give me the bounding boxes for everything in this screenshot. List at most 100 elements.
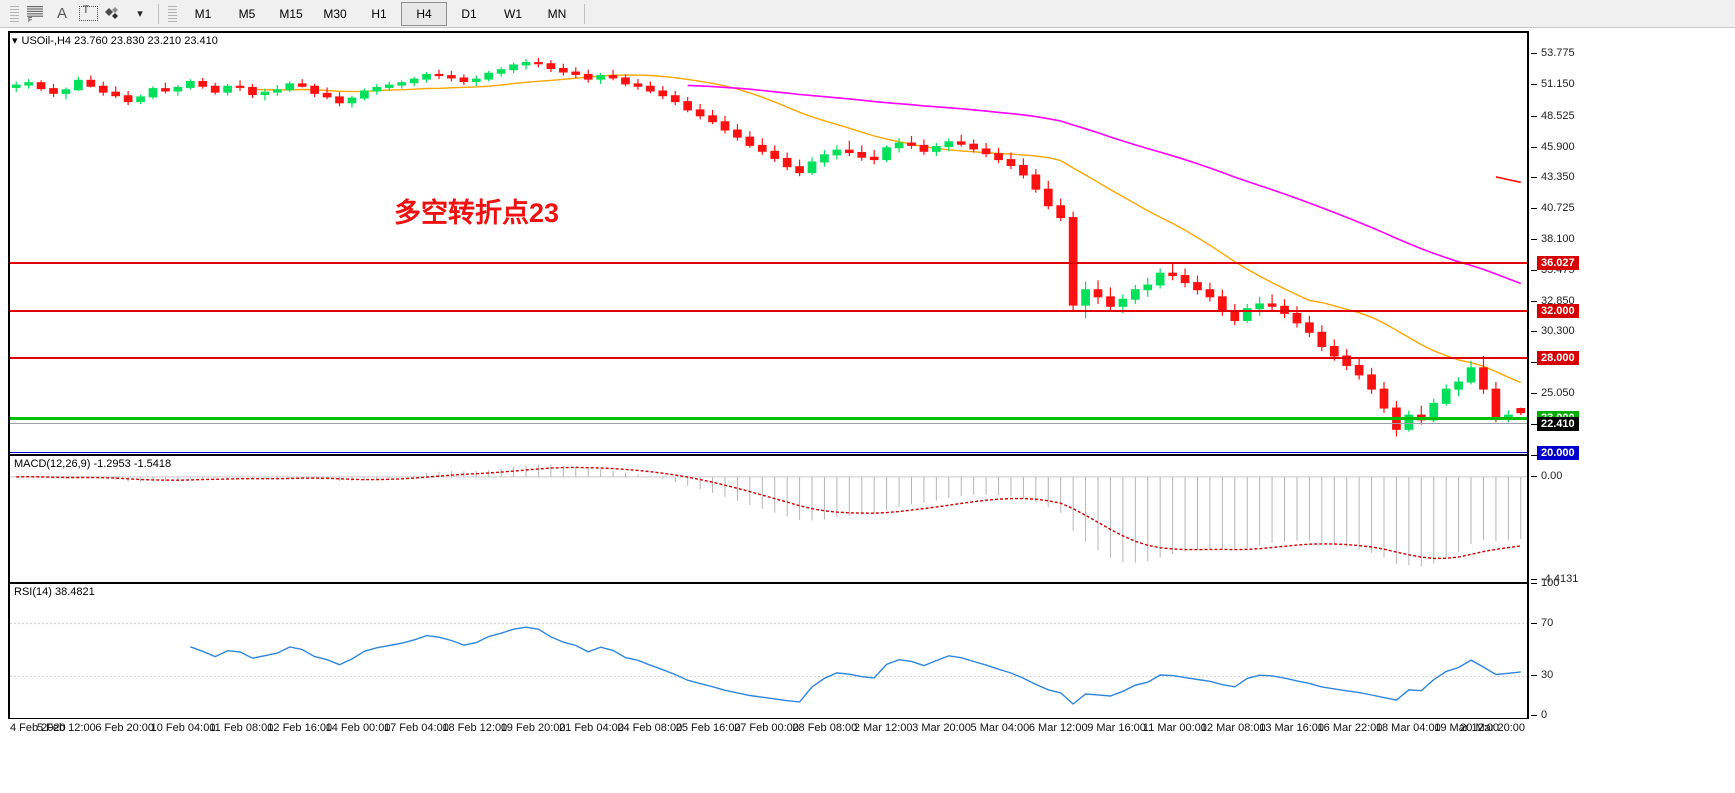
timeframe-h4-label: H4 — [416, 6, 432, 21]
price-tick — [1531, 207, 1537, 209]
macd-tick-label: -4.4131 — [1541, 573, 1579, 585]
price-level-line-23[interactable] — [10, 416, 1527, 420]
timeframe-m30-label: M30 — [323, 6, 347, 21]
timeframe-m15[interactable]: M15 — [269, 3, 313, 25]
time-axis-label: 20 Mar 20:00 — [1460, 722, 1525, 734]
timeframe-m30[interactable]: M30 — [313, 3, 357, 25]
price-tick-label: 45.900 — [1541, 140, 1575, 153]
timeframe-h4[interactable]: H4 — [401, 1, 447, 26]
rsi-tick-label: 0 — [1541, 709, 1548, 721]
price-level-label-22.410[interactable]: 22.410 — [1537, 417, 1579, 432]
text-label-glyph: T — [82, 4, 90, 16]
macd-pane[interactable]: MACD(12,26,9) -1.2953 -1.5418 — [8, 455, 1529, 583]
price-tick — [1531, 84, 1537, 86]
timeframe-mn[interactable]: MN — [535, 3, 579, 25]
macd-label: MACD(12,26,9) -1.2953 -1.5418 — [14, 458, 172, 470]
time-axis-label: 14 Feb 00:00 — [325, 722, 391, 734]
time-axis-label: 4 Feb 2020 — [10, 722, 66, 734]
price-level-line-32[interactable] — [10, 310, 1527, 313]
price-level-label-32.000[interactable]: 32.000 — [1537, 304, 1579, 319]
time-axis-label: 12 Feb 16:00 — [267, 722, 333, 734]
price-tick — [1531, 238, 1537, 240]
timeframe-w1[interactable]: W1 — [491, 3, 535, 25]
time-axis-label: 25 Feb 16:00 — [675, 722, 741, 734]
price-tick — [1531, 300, 1537, 302]
time-axis-label: 28 Feb 08:00 — [792, 722, 858, 734]
macd-tick-label: 0.00 — [1541, 469, 1563, 482]
symbol-info: ▾ USOil-,H4 23.760 23.830 23.210 23.410 — [12, 34, 218, 47]
macd-tick — [1531, 579, 1537, 580]
chart-area[interactable]: MACD(12,26,9) -1.2953 -1.5418 RSI(14) 38… — [0, 28, 1735, 793]
rsi-tick — [1531, 715, 1537, 716]
price-tick-label: 43.350 — [1541, 170, 1575, 183]
price-level-line-28[interactable] — [10, 357, 1527, 360]
rsi-tick — [1531, 583, 1537, 584]
price-tick-label: 51.150 — [1541, 78, 1575, 91]
price-tick-label: 25.050 — [1541, 387, 1575, 400]
price-tick-label: 48.525 — [1541, 109, 1575, 122]
price-level-label-20.000[interactable]: 20.000 — [1537, 446, 1579, 460]
text-label-box: T — [78, 4, 98, 21]
timeframe-m5-label: M5 — [238, 6, 256, 21]
toolbar-divider-1 — [158, 3, 159, 24]
price-level-label-28.000[interactable]: 28.000 — [1537, 351, 1579, 366]
price-tick — [1531, 393, 1537, 395]
toolbar-grip[interactable] — [10, 4, 19, 24]
price-level-label-36.027[interactable]: 36.027 — [1537, 256, 1579, 271]
time-axis[interactable]: 4 Feb 2020 5 Feb 12:00 6 Feb 20:00 10 Feb 0… — [8, 719, 1735, 739]
symbol-dropdown-caret[interactable]: ▾ — [12, 35, 18, 47]
rsi-tick — [1531, 622, 1537, 624]
timeframe-h1-label: H1 — [371, 6, 387, 21]
symbol-info-text: USOil-,H4 23.760 23.830 23.210 23.410 — [21, 35, 218, 47]
time-axis-label: 2 Mar 12:00 — [853, 722, 913, 734]
timeframe-h1[interactable]: H1 — [357, 3, 401, 25]
timeframe-mn-label: MN — [547, 6, 567, 21]
rsi-tick — [1531, 675, 1537, 677]
time-axis-label: 3 Mar 20:00 — [912, 722, 971, 734]
dropdown-arrow-icon[interactable]: ▾ — [127, 3, 153, 25]
objects-icon[interactable] — [101, 3, 127, 25]
time-axis-label: 10 Feb 04:00 — [150, 722, 216, 734]
dropdown-caret: ▾ — [137, 8, 143, 20]
price-tick — [1531, 176, 1537, 178]
timeframe-d1[interactable]: D1 — [447, 3, 491, 25]
price-pane[interactable] — [8, 31, 1529, 455]
crosshair-f-icon[interactable]: F — [23, 3, 49, 25]
rsi-pane[interactable]: RSI(14) 38.4821 — [8, 583, 1529, 719]
time-axis-label: 19 Mar 12:00 — [1434, 722, 1500, 734]
price-tick — [1531, 424, 1537, 426]
price-scale[interactable]: 53.775 51.150 48.525 45.900 43.350 40.725 38.1… — [1531, 31, 1735, 721]
time-axis-label: 11 Mar 00:00 — [1142, 722, 1207, 734]
price-level-line-20[interactable] — [10, 452, 1527, 453]
timeframe-m5[interactable]: M5 — [225, 3, 269, 25]
timeframe-d1-label: D1 — [461, 6, 477, 21]
price-tick — [1531, 331, 1537, 333]
rsi-tick-label: 30 — [1541, 669, 1554, 682]
time-axis-label: 5 Mar 04:00 — [970, 722, 1030, 734]
svg-text:F: F — [28, 17, 32, 23]
chart-annotation-text: 多空转折点23 — [394, 198, 560, 228]
price-tick — [1531, 115, 1537, 117]
time-axis-label: 6 Feb 20:00 — [95, 722, 155, 734]
price-tick-label: 38.100 — [1541, 232, 1575, 245]
price-tick-label: 40.725 — [1541, 201, 1575, 214]
price-tick-label: 30.300 — [1541, 325, 1575, 338]
macd-tick — [1531, 475, 1537, 477]
text-a-icon[interactable]: A — [49, 3, 75, 25]
rsi-label: RSI(14) 38.4821 — [14, 586, 95, 598]
toolbar[interactable]: F A T ▾ M1 M5 M15 M30 H1 H4 D1 W1 MN — [0, 0, 1735, 28]
time-axis-label: 9 Mar 16:00 — [1087, 722, 1146, 734]
price-level-line-36.027[interactable] — [10, 262, 1527, 265]
time-axis-label: 17 Feb 04:00 — [384, 722, 449, 734]
text-label-icon[interactable]: T — [75, 3, 101, 25]
timeframe-m1[interactable]: M1 — [181, 3, 225, 25]
timeframe-m1-label: M1 — [194, 6, 212, 21]
time-axis-label: 13 Mar 16:00 — [1259, 722, 1325, 734]
toolbar-divider-2 — [584, 3, 585, 24]
price-level-line-22.41[interactable] — [10, 423, 1527, 425]
rsi-tick-label: 70 — [1541, 616, 1554, 629]
timeframe-grip[interactable] — [168, 4, 177, 24]
time-axis-label: 24 Feb 08:00 — [617, 722, 683, 734]
text-a-glyph: A — [56, 5, 67, 22]
time-axis-label: 6 Mar 12:00 — [1028, 722, 1088, 734]
